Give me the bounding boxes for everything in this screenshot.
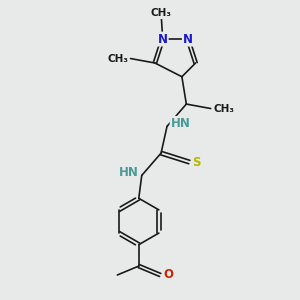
Text: CH₃: CH₃ bbox=[107, 53, 128, 64]
Text: HN: HN bbox=[119, 166, 139, 179]
Text: O: O bbox=[163, 268, 173, 281]
Text: N: N bbox=[183, 33, 193, 46]
Text: CH₃: CH₃ bbox=[151, 8, 172, 18]
Text: CH₃: CH₃ bbox=[213, 103, 234, 113]
Text: S: S bbox=[192, 155, 201, 169]
Text: N: N bbox=[158, 33, 168, 46]
Text: HN: HN bbox=[171, 117, 190, 130]
